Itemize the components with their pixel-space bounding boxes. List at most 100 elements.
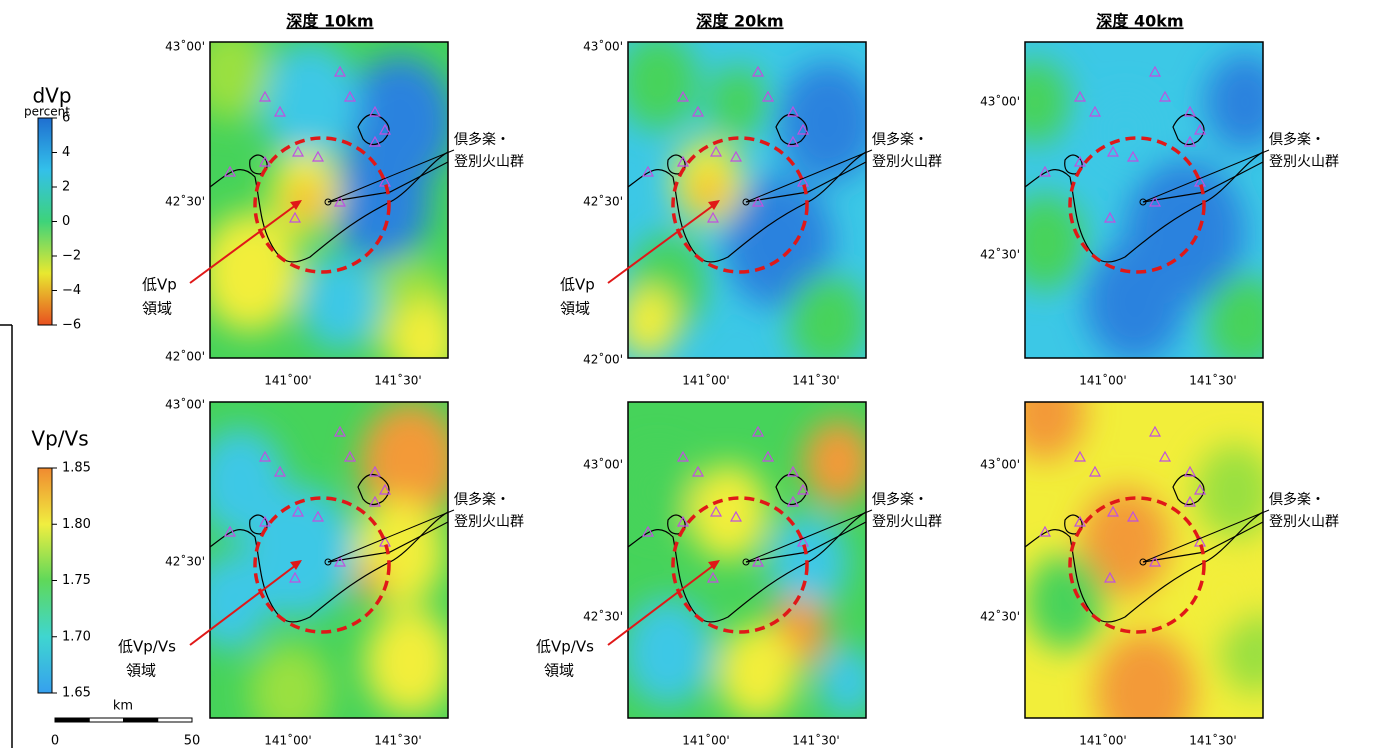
- map-blobs: [1025, 402, 1263, 718]
- arrow-head: [708, 560, 720, 570]
- volcano-marker: [258, 90, 272, 102]
- volcano-marker: [258, 450, 272, 462]
- volcano-marker: [273, 105, 287, 117]
- volcano-marker: [1158, 90, 1172, 102]
- study-circle: [1068, 496, 1206, 634]
- volcano-marker: [1148, 65, 1162, 77]
- map-blob: [1025, 194, 1085, 290]
- map-blobs: [210, 402, 448, 718]
- colorbar: [37, 467, 53, 694]
- lat-label: 42˚30': [980, 247, 1020, 262]
- map-blob: [1195, 444, 1263, 540]
- volcano-label: 登別火山群: [1269, 154, 1339, 170]
- map-blob: [1195, 556, 1255, 628]
- map-panel: [627, 41, 867, 359]
- volcano-marker: [1073, 450, 1087, 462]
- volcano-marker: [786, 465, 800, 477]
- fault-line: [745, 161, 866, 203]
- volcano-marker: [1073, 515, 1087, 527]
- volcano-marker: [751, 425, 765, 437]
- volcano-marker: [291, 145, 305, 157]
- coastline: [210, 511, 448, 623]
- lon-label: 141˚30': [374, 733, 421, 748]
- volcano-marker: [691, 465, 705, 477]
- volcano-marker: [1183, 105, 1197, 117]
- scale-label: 50: [184, 734, 201, 748]
- map-blob: [778, 62, 866, 182]
- lon-label: 141˚00': [264, 733, 311, 748]
- volcano-label: 倶多楽・: [1269, 491, 1325, 508]
- volcano-marker: [1103, 571, 1117, 583]
- volcano-marker: [706, 211, 720, 223]
- region-label: 低Vp/Vs: [118, 638, 176, 656]
- colorbar-tick-label: 1.75: [62, 573, 91, 588]
- volcano-marker: [786, 105, 800, 117]
- leader-line: [327, 149, 455, 203]
- volcano-marker: [378, 483, 392, 495]
- scale-segment: [123, 717, 159, 723]
- volcano-marker: [288, 211, 302, 223]
- volcano-label: 倶多楽・: [872, 491, 928, 508]
- coastline: [628, 511, 866, 623]
- map-blob: [628, 286, 678, 358]
- volcano-marker: [333, 555, 347, 567]
- colorbar-title: dVp: [32, 84, 71, 108]
- map-blob: [1205, 274, 1263, 358]
- map-blob: [708, 66, 768, 138]
- leader-line: [745, 509, 873, 563]
- colorbar-tick-label: −4: [62, 283, 81, 298]
- arrow-head: [708, 200, 720, 210]
- map-field: [1025, 402, 1263, 718]
- volcano-marker: [333, 425, 347, 437]
- study-circle: [1068, 136, 1206, 274]
- colorbar-unit: percent: [24, 105, 70, 119]
- volcano-marker: [223, 525, 237, 537]
- volcano-marker: [258, 155, 272, 167]
- volcano-marker: [796, 123, 810, 135]
- volcano-marker: [1088, 105, 1102, 117]
- volcano-marker: [676, 515, 690, 527]
- volcano-marker: [761, 90, 775, 102]
- coastline: [1025, 151, 1263, 263]
- lat-label: 42˚30': [583, 609, 623, 624]
- region-label: 領域: [544, 662, 574, 680]
- volcano-marker: [751, 65, 765, 77]
- lat-label: 42˚30': [980, 609, 1020, 624]
- volcano-marker: [1183, 465, 1197, 477]
- volcano-marker: [368, 135, 382, 147]
- map-blob: [628, 42, 698, 130]
- map-frame: [209, 401, 449, 719]
- map-blob: [390, 300, 448, 358]
- map-blob: [1095, 632, 1195, 718]
- map-blob: [300, 254, 380, 350]
- column-title: 深度 40km: [1096, 12, 1183, 31]
- arrow: [189, 201, 301, 284]
- map-blob: [1025, 402, 1085, 460]
- volcano-marker: [273, 465, 287, 477]
- colorbar-tick-label: 1.80: [62, 517, 91, 532]
- region-label: 低Vp/Vs: [536, 638, 594, 656]
- volcano-marker: [1073, 155, 1087, 167]
- fault-line: [327, 161, 448, 203]
- fault-line: [745, 521, 866, 563]
- volcano-marker: [333, 195, 347, 207]
- volcano-marker: [729, 150, 743, 162]
- leader-line: [745, 149, 873, 203]
- map-field: [210, 402, 448, 718]
- volcano-marker: [1038, 525, 1052, 537]
- leader-line: [327, 509, 455, 563]
- study-circle: [671, 136, 809, 274]
- volcano-marker: [1073, 90, 1087, 102]
- map-blob: [365, 608, 448, 716]
- volcano-point: [1139, 198, 1147, 206]
- scale-segment: [88, 717, 124, 723]
- volcano-marker: [343, 450, 357, 462]
- volcano-marker: [1038, 165, 1052, 177]
- volcano-marker: [641, 165, 655, 177]
- map-field: [628, 402, 866, 718]
- volcano-marker: [709, 145, 723, 157]
- volcano-label: 倶多楽・: [1269, 131, 1325, 148]
- lat-label: 42˚00': [583, 352, 623, 367]
- volcano-marker: [258, 515, 272, 527]
- volcano-marker: [691, 105, 705, 117]
